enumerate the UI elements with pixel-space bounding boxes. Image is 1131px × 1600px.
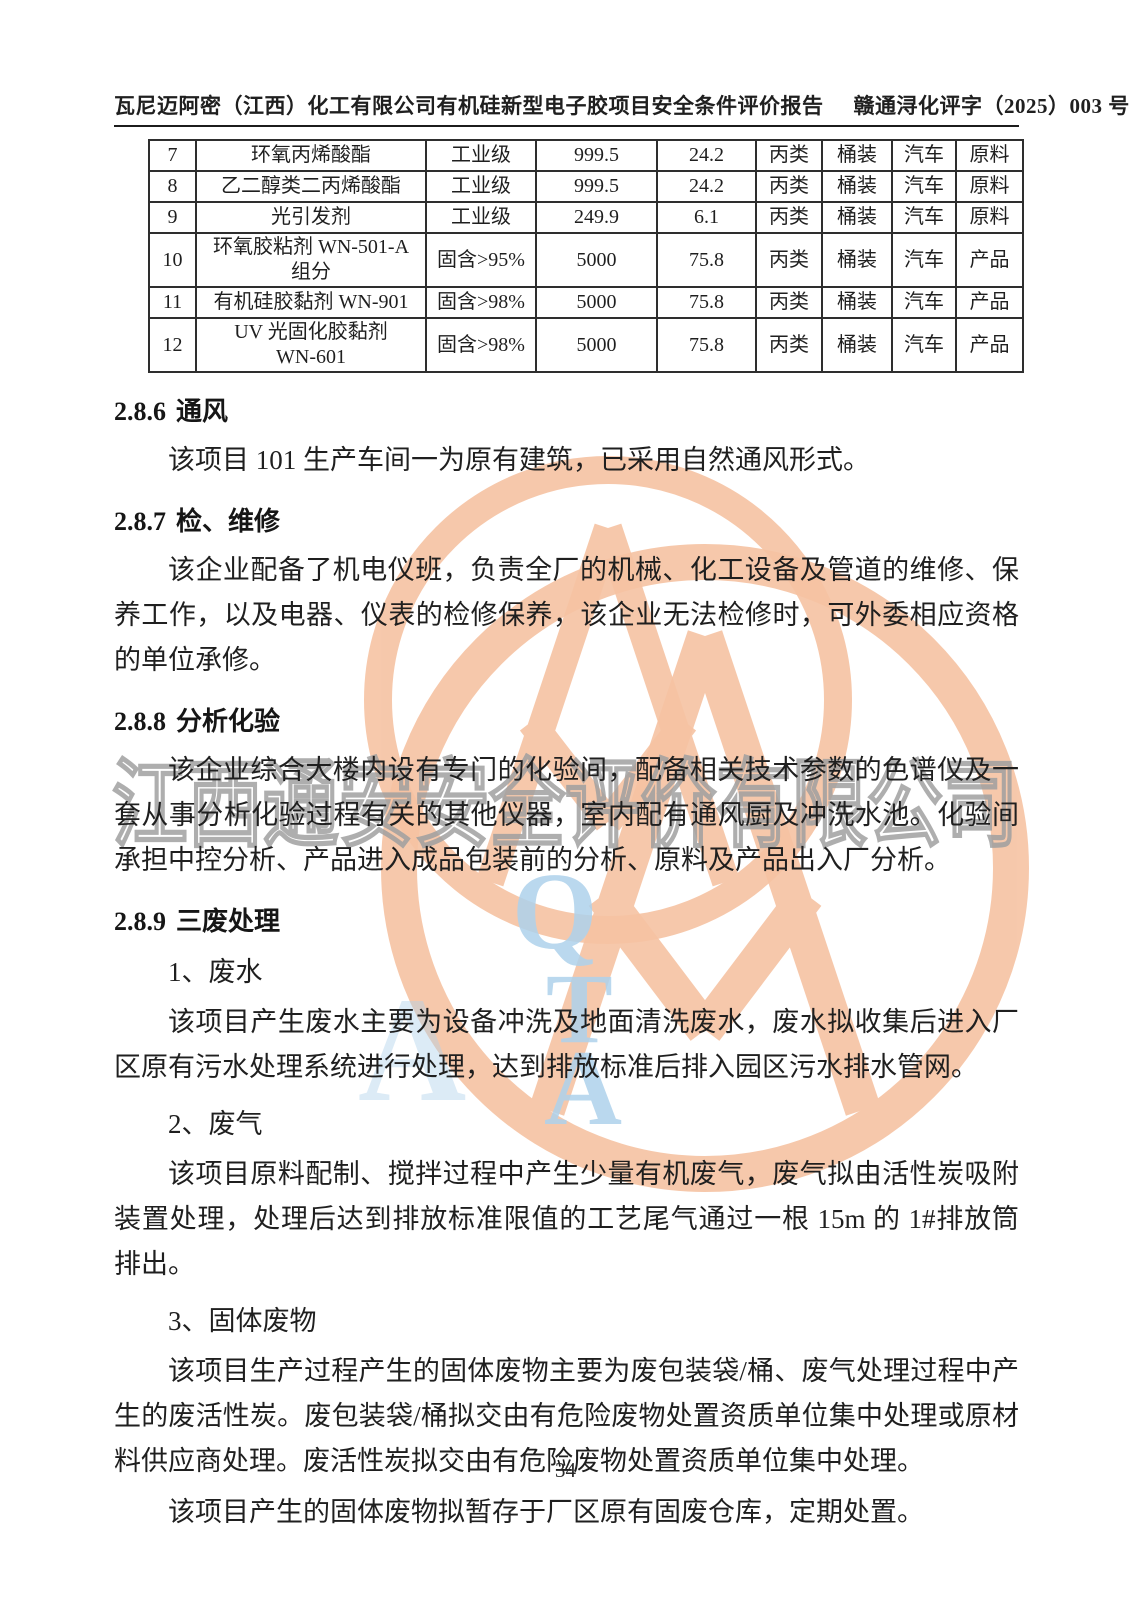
doc-number: 赣通浔化评字（2025）003 号	[853, 94, 1130, 118]
cell-no: 7	[148, 139, 197, 172]
cell-category: 丙类	[755, 317, 823, 373]
cell-no: 8	[148, 170, 197, 203]
cell-type: 原料	[955, 139, 1024, 172]
section-number: 2.8.9	[114, 907, 166, 936]
cell-quantity: 999.5	[535, 139, 658, 172]
cell-packing: 桶装	[821, 201, 893, 234]
cell-no: 12	[148, 317, 197, 373]
cell-packing: 桶装	[821, 139, 893, 172]
section-2-8-7: 2.8.7 检、维修 该企业配备了机电仪班，负责全厂的机械、化工设备及管道的维修、…	[114, 505, 1019, 683]
cell-spec: 工业级	[425, 139, 537, 172]
section-heading: 2.8.9 三废处理	[114, 905, 1019, 938]
cell-packing: 桶装	[821, 286, 893, 319]
cell-category: 丙类	[755, 139, 823, 172]
cell-value: 24.2	[656, 170, 757, 203]
cell-spec: 工业级	[425, 170, 537, 203]
paragraph: 该项目产生的固体废物拟暂存于厂区原有固废仓库，定期处置。	[168, 1497, 924, 1527]
cell-value: 75.8	[656, 286, 757, 319]
table-row: 8 乙二醇类二丙烯酸酯 工业级 999.5 24.2 丙类 桶装 汽车 原料	[148, 170, 1024, 203]
subsection-label-wastewater: 1、废水	[168, 957, 263, 987]
section-number: 2.8.6	[114, 397, 166, 426]
section-title: 检、维修	[176, 506, 281, 536]
subsection-label-solidwaste: 3、固体废物	[168, 1306, 317, 1336]
cell-packing: 桶装	[821, 170, 893, 203]
cell-value: 75.8	[656, 232, 757, 288]
section-title: 分析化验	[176, 706, 281, 736]
cell-type: 产品	[955, 286, 1024, 319]
cell-quantity: 5000	[535, 232, 658, 288]
cell-packing: 桶装	[821, 317, 893, 373]
cell-spec: 固含>95%	[425, 232, 537, 288]
cell-type: 原料	[955, 201, 1024, 234]
section-heading: 2.8.7 检、维修	[114, 505, 1019, 538]
cell-name: 乙二醇类二丙烯酸酯	[195, 170, 427, 203]
cell-name: 光引发剂	[195, 201, 427, 234]
cell-spec: 工业级	[425, 201, 537, 234]
table-row: 7 环氧丙烯酸酯 工业级 999.5 24.2 丙类 桶装 汽车 原料	[148, 139, 1024, 172]
cell-quantity: 249.9	[535, 201, 658, 234]
cell-transport: 汽车	[891, 232, 957, 288]
table-row: 11 有机硅胶黏剂 WN-901 固含>98% 5000 75.8 丙类 桶装 …	[148, 286, 1024, 319]
cell-transport: 汽车	[891, 170, 957, 203]
cell-transport: 汽车	[891, 139, 957, 172]
section-title: 通风	[176, 396, 229, 426]
report-title: 瓦尼迈阿密（江西）化工有限公司有机硅新型电子胶项目安全条件评价报告	[114, 94, 824, 118]
cell-category: 丙类	[755, 170, 823, 203]
section-title: 三废处理	[176, 906, 281, 936]
cell-quantity: 5000	[535, 317, 658, 373]
section-number: 2.8.7	[114, 507, 166, 536]
cell-category: 丙类	[755, 201, 823, 234]
cell-packing: 桶装	[821, 232, 893, 288]
cell-name: UV 光固化胶黏剂 WN-601	[195, 317, 427, 373]
cell-quantity: 5000	[535, 286, 658, 319]
paragraph: 该项目生产过程产生的固体废物主要为废包装袋/桶、废气处理过程中产生的废活性炭。废…	[114, 1356, 1019, 1476]
table-row: 9 光引发剂 工业级 249.9 6.1 丙类 桶装 汽车 原料	[148, 201, 1024, 234]
cell-name: 环氧胶粘剂 WN-501-A 组分	[195, 232, 427, 288]
cell-quantity: 999.5	[535, 170, 658, 203]
cell-transport: 汽车	[891, 286, 957, 319]
paragraph: 该项目 101 生产车间一为原有建筑，已采用自然通风形式。	[168, 445, 870, 475]
page-number: 34	[555, 1458, 576, 1482]
cell-transport: 汽车	[891, 201, 957, 234]
paragraph: 该项目产生废水主要为设备冲洗及地面清洗废水，废水拟收集后进入厂区原有污水处理系统…	[114, 1007, 1019, 1082]
cell-name: 有机硅胶黏剂 WN-901	[195, 286, 427, 319]
materials-table: 7 环氧丙烯酸酯 工业级 999.5 24.2 丙类 桶装 汽车 原料 8 乙二…	[148, 139, 1024, 373]
cell-type: 产品	[955, 317, 1024, 373]
cell-no: 9	[148, 201, 197, 234]
section-2-8-8: 2.8.8 分析化验 该企业综合大楼内设有专门的化验间，配备相关技术参数的色谱仪及…	[114, 705, 1019, 883]
cell-name: 环氧丙烯酸酯	[195, 139, 427, 172]
cell-type: 产品	[955, 232, 1024, 288]
cell-value: 6.1	[656, 201, 757, 234]
subsection-label-wastegas: 2、废气	[168, 1109, 263, 1139]
page-content: 瓦尼迈阿密（江西）化工有限公司有机硅新型电子胶项目安全条件评价报告 赣通浔化评字…	[114, 90, 1129, 1535]
cell-value: 75.8	[656, 317, 757, 373]
cell-category: 丙类	[755, 286, 823, 319]
cell-transport: 汽车	[891, 317, 957, 373]
section-2-8-9: 2.8.9 三废处理 1、废水 该项目产生废水主要为设备冲洗及地面清洗废水，废水拟…	[114, 905, 1019, 1535]
table-row: 10 环氧胶粘剂 WN-501-A 组分 固含>95% 5000 75.8 丙类…	[148, 232, 1024, 288]
page-header: 瓦尼迈阿密（江西）化工有限公司有机硅新型电子胶项目安全条件评价报告 赣通浔化评字…	[114, 90, 1129, 127]
section-2-8-6: 2.8.6 通风 该项目 101 生产车间一为原有建筑，已采用自然通风形式。	[114, 395, 1019, 483]
cell-type: 原料	[955, 170, 1024, 203]
paragraph: 该企业综合大楼内设有专门的化验间，配备相关技术参数的色谱仪及一套从事分析化验过程…	[114, 755, 1019, 875]
section-heading: 2.8.6 通风	[114, 395, 1019, 428]
cell-no: 10	[148, 232, 197, 288]
cell-spec: 固含>98%	[425, 317, 537, 373]
paragraph: 该项目原料配制、搅拌过程中产生少量有机废气，废气拟由活性炭吸附装置处理，处理后达…	[114, 1159, 1019, 1279]
paragraph: 该企业配备了机电仪班，负责全厂的机械、化工设备及管道的维修、保养工作，以及电器、…	[114, 555, 1019, 675]
cell-spec: 固含>98%	[425, 286, 537, 319]
table-row: 12 UV 光固化胶黏剂 WN-601 固含>98% 5000 75.8 丙类 …	[148, 317, 1024, 373]
sections: 2.8.6 通风 该项目 101 生产车间一为原有建筑，已采用自然通风形式。 2.…	[114, 395, 1019, 1535]
cell-category: 丙类	[755, 232, 823, 288]
section-heading: 2.8.8 分析化验	[114, 705, 1019, 738]
section-number: 2.8.8	[114, 707, 166, 736]
cell-no: 11	[148, 286, 197, 319]
cell-value: 24.2	[656, 139, 757, 172]
